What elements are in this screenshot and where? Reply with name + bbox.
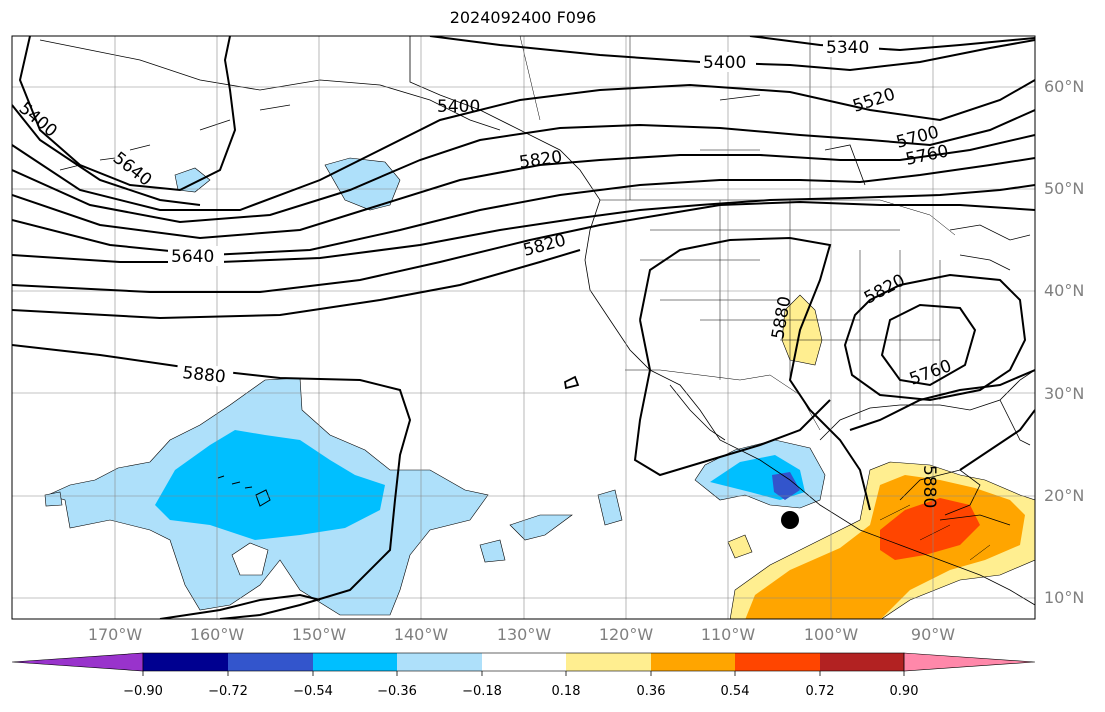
gulf-coast (819, 369, 1035, 441)
contour-line (12, 134, 1035, 240)
colorbar-extend-min (11, 652, 144, 672)
lon-label-170w: 170°W (87, 625, 143, 644)
contour-line (12, 184, 1035, 263)
contour-line (959, 409, 1035, 471)
contour-line (843, 273, 1027, 402)
florida (999, 399, 1031, 446)
contour-line (12, 249, 581, 320)
contour-line (159, 593, 321, 619)
great-lakes (949, 224, 1031, 271)
colorbar-segment (735, 653, 820, 671)
negative-anomaly-region-alaska (174, 167, 211, 193)
contour-label: 5400 (437, 97, 480, 117)
colorbar-segment (143, 653, 228, 671)
canada-provinces (519, 36, 811, 200)
colorbar-tick-label: 0.90 (889, 684, 919, 699)
positive-anomaly-region-us (781, 294, 823, 366)
contour-label: 5880 (919, 465, 939, 508)
contour-line (12, 79, 1035, 211)
contour-line (18, 36, 237, 192)
lat-label-10n: 10°N (1044, 588, 1085, 607)
contour-line (849, 369, 1035, 431)
colorbar-extend-max (903, 652, 1036, 672)
anomaly-shading (44, 157, 1035, 619)
lon-label-160w: 160°W (189, 625, 245, 644)
colorbar-tick-label: −0.72 (208, 684, 248, 699)
small-positive-blob (727, 534, 753, 559)
colorbar-segment (313, 653, 397, 671)
colorbar-segment (820, 653, 904, 671)
colorbar-tick-label: −0.54 (293, 684, 333, 699)
contour-line (12, 200, 1035, 293)
colorbar-tick-label: −0.18 (462, 684, 502, 699)
colorbar-tick-label: −0.36 (377, 684, 417, 699)
strong-negative-region-hawaii (155, 430, 385, 540)
lat-label-60n: 60°N (1044, 77, 1085, 96)
hawaii-islands (217, 375, 580, 507)
small-negative-blob-4 (44, 491, 63, 507)
lon-label-130w: 130°W (496, 625, 552, 644)
colorbar-tick-label: 0.18 (551, 684, 581, 699)
lat-label-50n: 50°N (1044, 179, 1085, 198)
lon-label-90w: 90°W (910, 625, 956, 644)
colorbar-tick-label: 0.54 (720, 684, 750, 699)
height-contours (12, 36, 1035, 619)
contour-label: 5340 (826, 38, 869, 58)
colorbar (11, 652, 1036, 676)
colorbar-segment (397, 653, 482, 671)
lat-label-30n: 30°N (1044, 384, 1085, 403)
small-negative-blob-3 (479, 539, 506, 563)
lon-label-140w: 140°W (393, 625, 449, 644)
lat-label-40n: 40°N (1044, 281, 1085, 300)
colorbar-segment (566, 653, 651, 671)
colorbar-tick-label: −0.90 (123, 684, 163, 699)
strong-positive-region-ca (880, 498, 980, 560)
colorbar-segment (482, 653, 566, 671)
lon-label-120w: 120°W (598, 625, 654, 644)
contour-line (639, 236, 871, 511)
lon-label-100w: 100°W (803, 625, 859, 644)
map-frame (11, 35, 1036, 620)
hudson-bay (719, 94, 866, 186)
contour-label: 5880 (181, 363, 226, 387)
contour-line (12, 104, 201, 206)
colorbar-segment (651, 653, 735, 671)
hawaii-island-big (255, 489, 271, 507)
aleutian-islands (59, 104, 291, 171)
contour-line (429, 36, 1035, 72)
contour-line (12, 109, 1035, 224)
small-negative-blob-2 (509, 514, 573, 541)
baja-california (669, 384, 726, 441)
contour-line (880, 303, 977, 387)
contour-label: 5640 (171, 247, 214, 267)
lon-label-110w: 110°W (700, 625, 756, 644)
colorbar-tick-label: 0.72 (805, 684, 835, 699)
contour-line (749, 36, 1035, 52)
lon-label-150w: 150°W (291, 625, 347, 644)
hawaii-island-chain (217, 475, 253, 489)
colorbar-ticks (142, 671, 905, 676)
contour-line (633, 319, 831, 477)
colorbar-tick-label: 0.36 (636, 684, 666, 699)
colorbar-outline (142, 652, 905, 672)
small-negative-blob-1 (597, 489, 623, 526)
map-title: 2024092400 F096 (449, 8, 597, 27)
very-strong-negative-core (772, 472, 800, 500)
central-america-borders (879, 504, 991, 561)
hawaii-blob-white (231, 542, 269, 576)
lat-label-20n: 20°N (1044, 486, 1085, 505)
storm-center-marker (781, 511, 799, 529)
contour-label: 5400 (703, 53, 746, 73)
state-lines (640, 200, 941, 420)
colorbar-segment (228, 653, 313, 671)
cuba (939, 514, 1011, 526)
small-island (564, 375, 580, 390)
contour-line (12, 157, 1035, 257)
